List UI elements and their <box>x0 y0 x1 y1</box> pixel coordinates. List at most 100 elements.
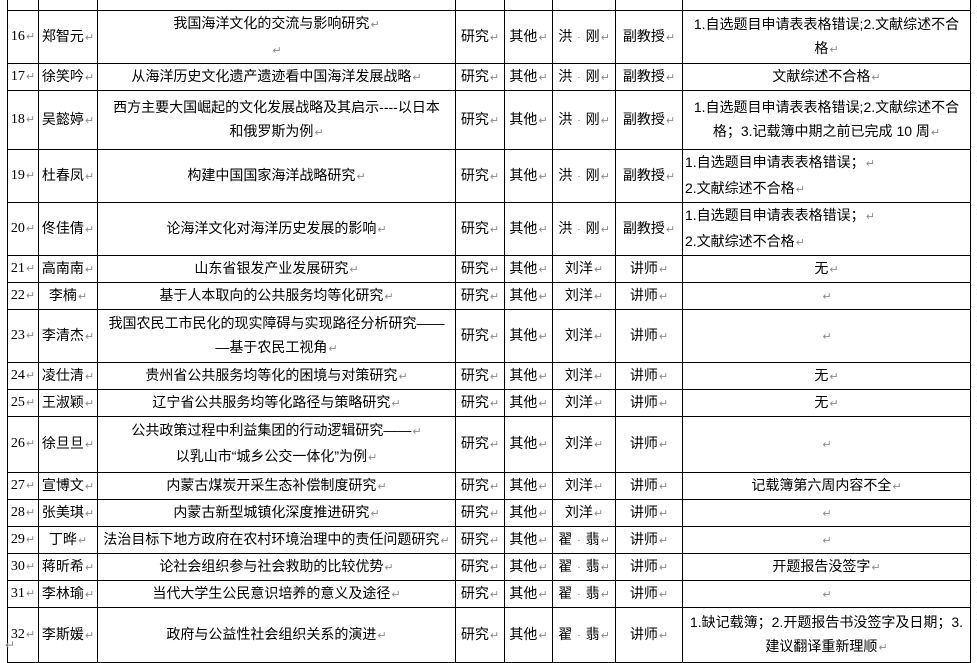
type-cell[interactable]: 研究↵ <box>455 308 505 363</box>
advisor-rank-cell[interactable]: 讲师↵ <box>615 388 683 417</box>
row-number-cell[interactable]: 23↵ <box>7 308 39 363</box>
category-cell[interactable]: 其他↵ <box>504 552 553 581</box>
student-name-cell[interactable]: 王淑颖↵ <box>38 388 98 417</box>
student-name-cell[interactable]: 凌仕清↵ <box>38 361 98 390</box>
thesis-title-cell[interactable]: 公共政策过程中利益集团的行动逻辑研究——↵ 以乳山市“城乡公交一体化”为例↵ <box>97 415 456 473</box>
review-comment-cell[interactable]: 1.缺记载簿；2.开题报告书没签字及日期；3.建议翻译重新理顺↵¤ <box>682 606 977 663</box>
type-cell[interactable]: 研究↵ <box>455 254 505 283</box>
advisor-rank-cell[interactable]: 讲师↵ <box>615 415 683 473</box>
thesis-title-cell[interactable]: 法治目标下地方政府在农村环境治理中的责任问题研究↵ <box>97 525 456 554</box>
student-name-cell[interactable]: 蒋昕希↵ <box>38 552 98 581</box>
type-cell[interactable]: 研究↵ <box>455 579 505 608</box>
thesis-title-cell[interactable]: 论社会组织参与社会救助的比较优势↵ <box>97 552 456 581</box>
thesis-title-cell[interactable]: 西方主要大国崛起的文化发展战略及其启示----以日本 和俄罗斯为例↵ <box>97 89 456 150</box>
row-number-cell[interactable]: 32↵ <box>7 606 39 663</box>
type-cell[interactable]: 研究↵ <box>455 388 505 417</box>
advisor-name-cell[interactable]: 刘洋↵ <box>552 254 616 283</box>
thesis-title-cell[interactable]: 当代大学生公民意识培养的意义及途径↵ <box>97 579 456 608</box>
advisor-rank-cell[interactable]: 副教授↵ <box>615 62 683 91</box>
thesis-title-cell[interactable]: 我国海洋文化的交流与影响研究↵ ↵ <box>97 9 456 64</box>
advisor-name-cell[interactable]: 刘洋↵ <box>552 388 616 417</box>
thesis-title-cell[interactable]: 从海洋历史文化遗产遗迹看中国海洋发展战略↵ <box>97 62 456 91</box>
review-comment-cell[interactable]: 1.自选题目申请表表格错误；↵2.文献综述不合格↵¤ <box>682 148 977 203</box>
row-number-cell[interactable]: 16↵ <box>7 9 39 64</box>
student-name-cell[interactable]: 李林瑜↵ <box>38 579 98 608</box>
student-name-cell[interactable]: 郑智元↵ <box>38 9 98 64</box>
advisor-name-cell[interactable]: 翟 · 翡↵ <box>552 606 616 663</box>
review-comment-cell[interactable]: ↵¤ <box>682 415 977 473</box>
category-cell[interactable]: 其他↵ <box>504 525 553 554</box>
advisor-name-cell[interactable] <box>552 0 616 11</box>
type-cell[interactable] <box>455 0 505 11</box>
advisor-name-cell[interactable]: 洪 · 刚↵ <box>552 201 616 256</box>
student-name-cell[interactable]: 李斯媛↵ <box>38 606 98 663</box>
advisor-rank-cell[interactable]: 讲师↵ <box>615 579 683 608</box>
category-cell[interactable]: 其他↵ <box>504 62 553 91</box>
advisor-name-cell[interactable]: 洪 · 刚↵ <box>552 62 616 91</box>
review-comment-cell[interactable]: 无↵¤ <box>682 254 977 283</box>
row-number-cell[interactable]: 31↵ <box>7 579 39 608</box>
advisor-rank-cell[interactable]: 讲师↵ <box>615 606 683 663</box>
student-name-cell[interactable]: 宣博文↵ <box>38 471 98 500</box>
advisor-name-cell[interactable]: 刘洋↵ <box>552 361 616 390</box>
review-comment-cell[interactable]: 开题报告没签字↵¤ <box>682 552 977 581</box>
review-comment-cell[interactable]: 1.自选题目申请表表格错误;2.文献综述不合格↵¤ <box>682 9 977 64</box>
category-cell[interactable]: 其他↵ <box>504 281 553 310</box>
category-cell[interactable]: 其他↵ <box>504 201 553 256</box>
advisor-name-cell[interactable]: 翟 · 翡↵ <box>552 579 616 608</box>
thesis-title-cell[interactable]: 内蒙古煤炭开采生态补偿制度研究↵ <box>97 471 456 500</box>
advisor-rank-cell[interactable]: 讲师↵ <box>615 498 683 527</box>
thesis-title-cell[interactable]: 辽宁省公共服务均等化路径与策略研究↵ <box>97 388 456 417</box>
type-cell[interactable]: 研究↵ <box>455 148 505 203</box>
row-number-cell[interactable]: 17↵ <box>7 62 39 91</box>
thesis-title-cell[interactable]: 山东省银发产业发展研究↵ <box>97 254 456 283</box>
advisor-name-cell[interactable]: 刘洋↵ <box>552 498 616 527</box>
advisor-name-cell[interactable]: 刘洋↵ <box>552 281 616 310</box>
review-comment-cell[interactable]: 记载簿第六周内容不全↵¤ <box>682 471 977 500</box>
advisor-name-cell[interactable]: 洪 · 刚↵ <box>552 148 616 203</box>
student-name-cell[interactable]: 吴懿婷↵ <box>38 89 98 150</box>
row-number-cell[interactable]: 29↵ <box>7 525 39 554</box>
category-cell[interactable]: 其他↵ <box>504 388 553 417</box>
row-number-cell[interactable]: 26↵ <box>7 415 39 473</box>
thesis-title-cell[interactable]: 基于人本取向的公共服务均等化研究↵ <box>97 281 456 310</box>
review-comment-cell[interactable]: 无↵¤ <box>682 388 977 417</box>
row-number-cell[interactable]: 20↵ <box>7 201 39 256</box>
type-cell[interactable]: 研究↵ <box>455 62 505 91</box>
thesis-title-cell[interactable]: 政府与公益性社会组织关系的演进↵ <box>97 606 456 663</box>
advisor-name-cell[interactable]: 翟 · 翡↵ <box>552 525 616 554</box>
advisor-rank-cell[interactable]: 讲师↵ <box>615 254 683 283</box>
type-cell[interactable]: 研究↵ <box>455 361 505 390</box>
review-comment-cell[interactable]: ↵¤ <box>682 579 977 608</box>
advisor-name-cell[interactable]: 洪 · 刚↵ <box>552 89 616 150</box>
review-comment-cell[interactable]: 1.自选题目申请表表格错误;2.文献综述不合 格；3.记载簿中期之前已完成 10 … <box>682 89 977 150</box>
review-comment-cell[interactable]: 1.自选题目申请表表格错误；↵2.文献综述不合格↵¤ <box>682 201 977 256</box>
type-cell[interactable]: 研究↵ <box>455 606 505 663</box>
student-name-cell[interactable]: 杜春凤↵ <box>38 148 98 203</box>
review-comment-cell[interactable]: 无↵¤ <box>682 361 977 390</box>
advisor-rank-cell[interactable]: 讲师↵ <box>615 281 683 310</box>
category-cell[interactable]: 其他↵ <box>504 471 553 500</box>
student-name-cell[interactable]: 高南南↵ <box>38 254 98 283</box>
category-cell[interactable]: 其他↵ <box>504 606 553 663</box>
advisor-name-cell[interactable]: 刘洋↵ <box>552 308 616 363</box>
advisor-rank-cell[interactable]: 讲师↵ <box>615 525 683 554</box>
student-name-cell[interactable]: 佟佳倩↵ <box>38 201 98 256</box>
advisor-rank-cell[interactable]: 讲师↵ <box>615 361 683 390</box>
review-comment-cell[interactable]: ¤ <box>682 0 977 14</box>
category-cell[interactable]: 其他↵ <box>504 361 553 390</box>
row-number-cell[interactable]: 18↵ <box>7 89 39 150</box>
row-number-cell[interactable]: 28↵ <box>7 498 39 527</box>
advisor-rank-cell[interactable]: 副教授↵ <box>615 89 683 150</box>
advisor-name-cell[interactable]: 刘洋↵ <box>552 415 616 473</box>
category-cell[interactable]: 其他↵ <box>504 579 553 608</box>
advisor-name-cell[interactable]: 刘洋↵ <box>552 471 616 500</box>
row-number-cell[interactable] <box>7 0 39 11</box>
type-cell[interactable]: 研究↵ <box>455 415 505 473</box>
row-number-cell[interactable]: 21↵ <box>7 254 39 283</box>
type-cell[interactable]: 研究↵ <box>455 89 505 150</box>
type-cell[interactable]: 研究↵ <box>455 281 505 310</box>
review-comment-cell[interactable]: ↵¤ <box>682 498 977 527</box>
category-cell[interactable]: 其他↵ <box>504 308 553 363</box>
thesis-title-cell[interactable]: 内蒙古新型城镇化深度推进研究↵ <box>97 498 456 527</box>
